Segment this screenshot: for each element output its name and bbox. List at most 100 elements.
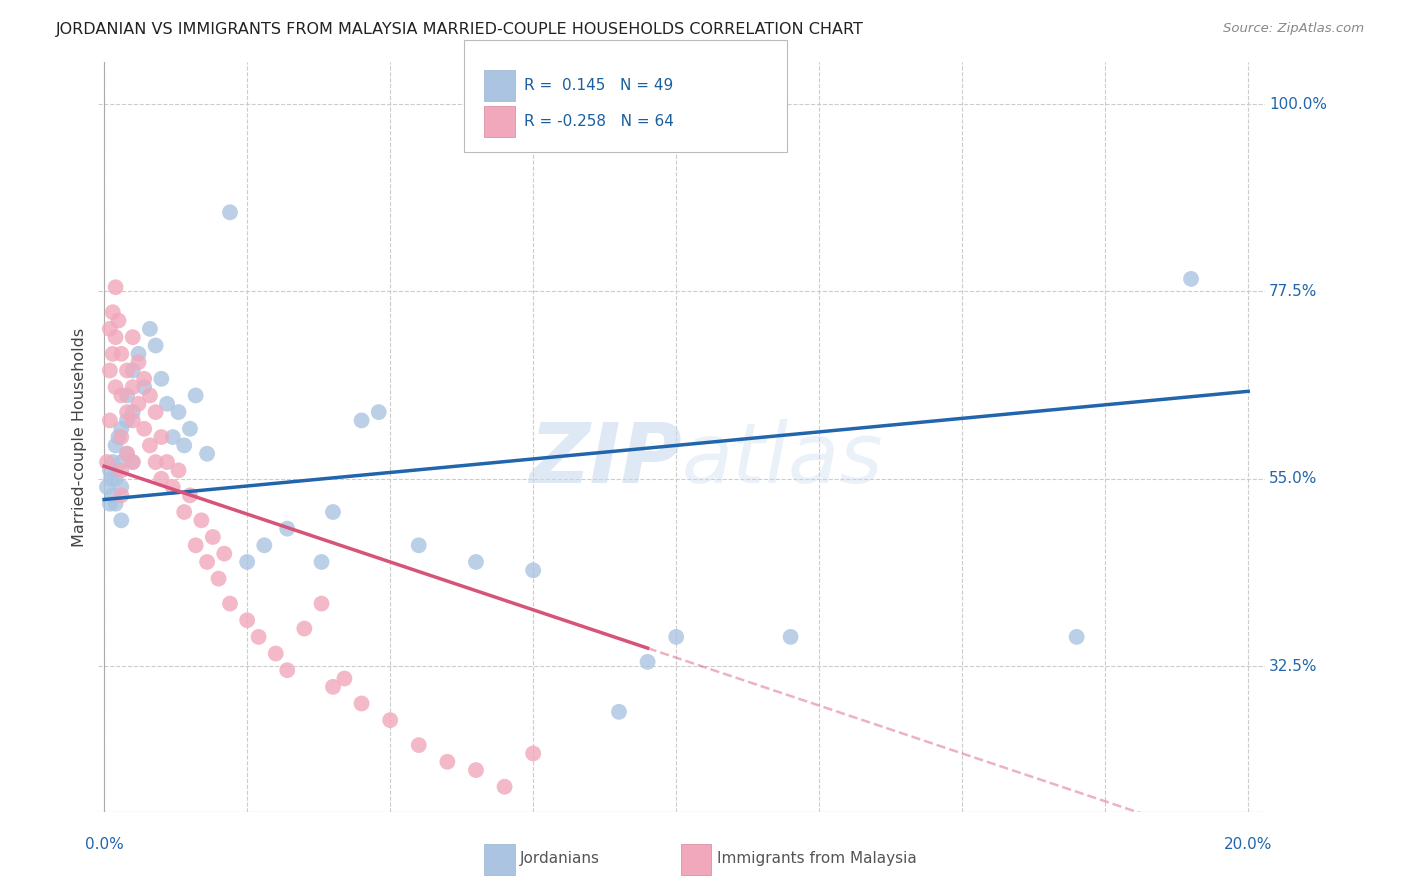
Point xyxy=(779,630,801,644)
Point xyxy=(264,647,287,661)
Point xyxy=(219,205,242,219)
Point xyxy=(96,480,118,494)
Point xyxy=(110,388,132,402)
Point xyxy=(596,830,619,844)
Point xyxy=(276,522,298,536)
Point xyxy=(127,397,149,411)
Point xyxy=(121,330,143,344)
Point xyxy=(110,430,132,444)
Point xyxy=(219,597,242,611)
Point xyxy=(607,705,630,719)
Point xyxy=(110,488,132,502)
Point xyxy=(115,447,138,461)
Point xyxy=(162,480,184,494)
Point xyxy=(184,538,207,552)
Point xyxy=(98,497,121,511)
Point xyxy=(134,372,156,386)
Point xyxy=(110,422,132,436)
Text: 0.0%: 0.0% xyxy=(84,837,124,852)
Point xyxy=(115,413,138,427)
Point xyxy=(436,755,458,769)
Point xyxy=(665,830,688,844)
Point xyxy=(292,622,315,636)
Point xyxy=(101,455,124,469)
Text: Source: ZipAtlas.com: Source: ZipAtlas.com xyxy=(1223,22,1364,36)
Point xyxy=(134,422,156,436)
Point xyxy=(179,422,201,436)
Point xyxy=(179,488,201,502)
Point xyxy=(104,330,127,344)
Text: Jordanians: Jordanians xyxy=(520,851,600,865)
Point xyxy=(167,405,190,419)
Point xyxy=(145,338,167,352)
Point xyxy=(150,472,173,486)
Text: 32.5%: 32.5% xyxy=(1268,658,1317,673)
Point xyxy=(156,455,179,469)
Point xyxy=(322,505,344,519)
Point xyxy=(139,438,162,452)
Point xyxy=(322,680,344,694)
Point xyxy=(190,513,212,527)
Point xyxy=(134,380,156,394)
Point xyxy=(115,388,138,402)
Point xyxy=(127,347,149,361)
Point xyxy=(104,438,127,452)
Point xyxy=(150,372,173,386)
Point xyxy=(214,547,236,561)
Point xyxy=(104,497,127,511)
Point xyxy=(236,613,259,627)
Point xyxy=(110,463,132,477)
Point xyxy=(333,672,356,686)
Point xyxy=(100,472,122,486)
Point xyxy=(101,305,124,319)
Text: ZIP: ZIP xyxy=(529,419,682,500)
Point xyxy=(121,413,143,427)
Point xyxy=(1066,630,1088,644)
Point xyxy=(637,655,659,669)
Point xyxy=(195,447,218,461)
Point xyxy=(104,472,127,486)
Point xyxy=(619,838,641,852)
Point xyxy=(115,405,138,419)
Point xyxy=(98,463,121,477)
Point xyxy=(104,280,127,294)
Point xyxy=(494,780,516,794)
Point xyxy=(115,363,138,377)
Text: 20.0%: 20.0% xyxy=(1225,837,1272,852)
Point xyxy=(350,413,373,427)
Point xyxy=(101,347,124,361)
Point xyxy=(110,455,132,469)
Point xyxy=(107,430,129,444)
Point xyxy=(110,347,132,361)
Point xyxy=(522,563,544,577)
Point xyxy=(167,463,190,477)
Point xyxy=(465,555,488,569)
Text: 100.0%: 100.0% xyxy=(1268,96,1327,112)
Point xyxy=(311,597,333,611)
Y-axis label: Married-couple Households: Married-couple Households xyxy=(72,327,87,547)
Point xyxy=(465,763,488,777)
Point xyxy=(201,530,224,544)
Point xyxy=(276,663,298,677)
Point xyxy=(139,322,162,336)
Text: atlas: atlas xyxy=(682,419,883,500)
Point xyxy=(665,630,688,644)
Text: 77.5%: 77.5% xyxy=(1268,284,1317,299)
Point xyxy=(96,455,118,469)
Point xyxy=(562,813,585,827)
Point xyxy=(253,538,276,552)
Point xyxy=(121,455,143,469)
Point xyxy=(115,447,138,461)
Point xyxy=(107,313,129,327)
Point xyxy=(311,555,333,569)
Point xyxy=(236,555,259,569)
Point xyxy=(173,438,195,452)
Point xyxy=(145,405,167,419)
Point xyxy=(121,380,143,394)
Text: Immigrants from Malaysia: Immigrants from Malaysia xyxy=(717,851,917,865)
Point xyxy=(139,388,162,402)
Point xyxy=(101,488,124,502)
Point xyxy=(367,405,389,419)
Point xyxy=(98,363,121,377)
Text: 55.0%: 55.0% xyxy=(1268,471,1317,486)
